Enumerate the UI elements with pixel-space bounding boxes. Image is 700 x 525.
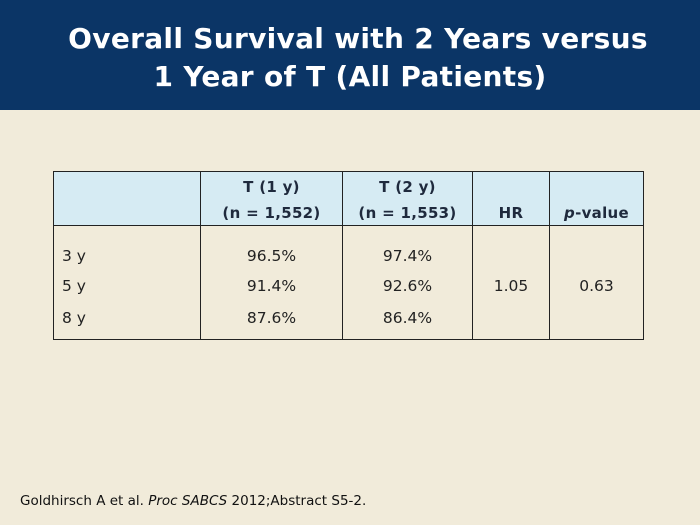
cell-p-value: 0.63 xyxy=(579,277,614,295)
survival-table: T (1 y) (n = 1,552) T (2 y) (n = 1,553) … xyxy=(53,171,644,340)
cell-t1-5y: 91.4% xyxy=(246,277,297,295)
cell-t2-5y: 92.6% xyxy=(382,277,433,295)
cell-t2-3y: 97.4% xyxy=(382,247,433,265)
row-label: 3 y xyxy=(62,247,86,265)
citation-rest: 2012;Abstract S5-2. xyxy=(227,493,367,509)
column-divider xyxy=(200,172,201,339)
row-label: 5 y xyxy=(62,277,86,295)
citation-author: Goldhirsch A et al. xyxy=(20,493,149,509)
citation-journal: Proc SABCS xyxy=(148,493,228,509)
table-header-row xyxy=(54,172,643,226)
header-hr: HR xyxy=(498,204,524,222)
header-p-letter: p xyxy=(564,204,576,222)
header-p-suffix: -value xyxy=(575,204,629,222)
header-t1-line2: (n = 1,552) xyxy=(222,204,321,222)
column-divider xyxy=(472,172,473,339)
header-p-value: p-value xyxy=(550,200,643,226)
cell-hr: 1.05 xyxy=(493,277,529,295)
header-t1-line1: T (1 y) xyxy=(243,178,300,196)
cell-t1-8y: 87.6% xyxy=(246,309,297,327)
slide-title-line-1: Overall Survival with 2 Years versus xyxy=(68,22,648,55)
column-divider xyxy=(342,172,343,339)
row-label: 8 y xyxy=(62,309,86,327)
title-bar: Overall Survival with 2 Years versus 1 Y… xyxy=(0,0,700,110)
citation: Goldhirsch A et al. Proc SABCS 2012;Abst… xyxy=(20,493,366,509)
header-t2-line2: (n = 1,553) xyxy=(358,204,457,222)
slide-title-line-2: 1 Year of T (All Patients) xyxy=(153,60,547,93)
column-divider xyxy=(549,172,550,339)
cell-t2-8y: 86.4% xyxy=(382,309,433,327)
header-t2-line1: T (2 y) xyxy=(379,178,436,196)
cell-t1-3y: 96.5% xyxy=(246,247,297,265)
